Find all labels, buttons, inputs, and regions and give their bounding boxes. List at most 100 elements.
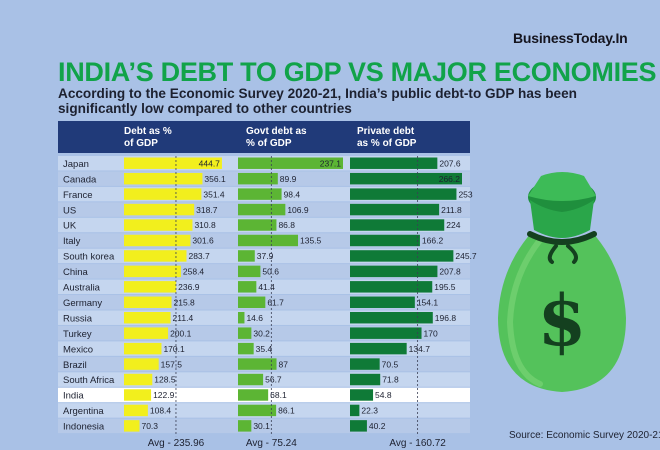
value-label: 236.9: [178, 282, 200, 292]
series-header: Debt as %: [124, 126, 172, 137]
table-header: Debt as %of GDP Govt debt as% of GDP Priva…: [58, 121, 470, 153]
category-label: Italy: [63, 236, 81, 247]
bar: [238, 312, 245, 324]
series-header: of GDP: [124, 138, 158, 149]
value-label: 154.1: [417, 297, 439, 307]
value-label: 283.7: [188, 251, 210, 261]
chart-subtitle: According to the Economic Survey 2020-21…: [58, 86, 577, 116]
value-label: 128.5: [154, 375, 176, 385]
bar: [238, 373, 264, 386]
category-label: France: [63, 190, 93, 201]
value-label: 68.1: [270, 390, 287, 400]
value-label: 301.6: [192, 236, 214, 246]
series-header: Govt debt as: [246, 126, 307, 137]
bar: [124, 389, 152, 401]
value-label: 30.1: [253, 421, 270, 431]
value-label: 56.7: [265, 375, 282, 385]
value-label: 71.8: [382, 375, 399, 385]
category-label: South Africa: [63, 375, 115, 386]
bar: [350, 312, 433, 324]
category-label: Turkey: [63, 329, 92, 340]
bar: [124, 342, 162, 355]
average-label: Avg - 235.96: [148, 438, 205, 449]
bar: [238, 203, 286, 216]
bar: [124, 172, 203, 185]
category-label: Germany: [63, 298, 102, 309]
bar: [238, 219, 277, 231]
bar: [350, 296, 415, 308]
value-label: 258.4: [183, 267, 205, 277]
average-lines: Avg - 235.96 Avg - 75.24 Avg - 160.72: [148, 156, 446, 449]
row-stripe: [58, 372, 470, 387]
value-label: 70.5: [382, 359, 399, 369]
bar: [350, 250, 454, 262]
value-label: 98.4: [284, 189, 301, 199]
value-label: 170.1: [163, 344, 185, 354]
bar: [238, 234, 299, 247]
bar: [238, 296, 266, 308]
value-label: 200.1: [170, 328, 192, 338]
value-label: 134.7: [409, 344, 431, 354]
bar: [238, 172, 278, 185]
bar: [350, 234, 420, 247]
bar: [124, 188, 202, 200]
value-label: 237.1: [320, 158, 342, 168]
bar: [238, 157, 343, 169]
source-note: Source: Economic Survey 2020-21: [509, 430, 660, 441]
value-label: 351.4: [203, 189, 225, 199]
bar: [350, 420, 367, 432]
bar: [350, 327, 422, 339]
row-stripe: [58, 418, 470, 434]
category-label: Canada: [63, 174, 97, 185]
value-label: 106.9: [287, 205, 309, 215]
bar: [124, 358, 159, 370]
header-bar: [58, 121, 470, 153]
bar: [124, 327, 169, 339]
bar: [124, 296, 172, 308]
value-label: 253: [458, 189, 472, 199]
bar: [124, 203, 195, 216]
money-bag-icon: $: [498, 172, 626, 392]
bar: [124, 234, 191, 247]
value-label: 86.8: [278, 220, 295, 230]
bar: [124, 281, 177, 293]
value-label: 211.8: [441, 205, 462, 215]
value-label: 87: [279, 359, 289, 369]
value-label: 89.9: [280, 174, 297, 184]
bar: [238, 250, 255, 262]
value-label: 207.8: [439, 267, 461, 277]
bar: [238, 327, 252, 339]
bar: [124, 404, 148, 417]
value-label: 211.4: [173, 313, 194, 323]
bar: [350, 389, 374, 401]
series-header: as % of GDP: [357, 138, 417, 149]
value-label: 61.7: [267, 297, 284, 307]
labels-layer: Japan Canada France US UK Italy South korea Chi…: [63, 158, 477, 432]
value-label: 195.5: [434, 282, 456, 292]
bar: [350, 219, 445, 231]
bar: [238, 358, 277, 370]
value-label: 207.6: [439, 158, 461, 168]
value-label: 215.8: [174, 297, 196, 307]
value-label: 86.1: [278, 406, 295, 416]
category-label: Brazil: [63, 360, 87, 371]
value-label: 37.9: [257, 251, 274, 261]
bar: [350, 281, 433, 293]
value-label: 50.6: [262, 267, 279, 277]
bar: [238, 281, 257, 293]
category-label: US: [63, 205, 76, 216]
value-label: 41.4: [258, 282, 275, 292]
bar: [350, 172, 462, 185]
value-label: 30.2: [253, 328, 270, 338]
value-label: 122.9: [153, 390, 175, 400]
value-label: 356.1: [204, 174, 226, 184]
value-label: 135.5: [300, 236, 322, 246]
bar: [124, 265, 181, 278]
series-header: Private debt: [357, 126, 415, 137]
bar: [350, 157, 438, 169]
bar: [238, 265, 261, 278]
bar: [124, 312, 171, 324]
value-label: 318.7: [196, 205, 218, 215]
bar: [124, 219, 193, 231]
